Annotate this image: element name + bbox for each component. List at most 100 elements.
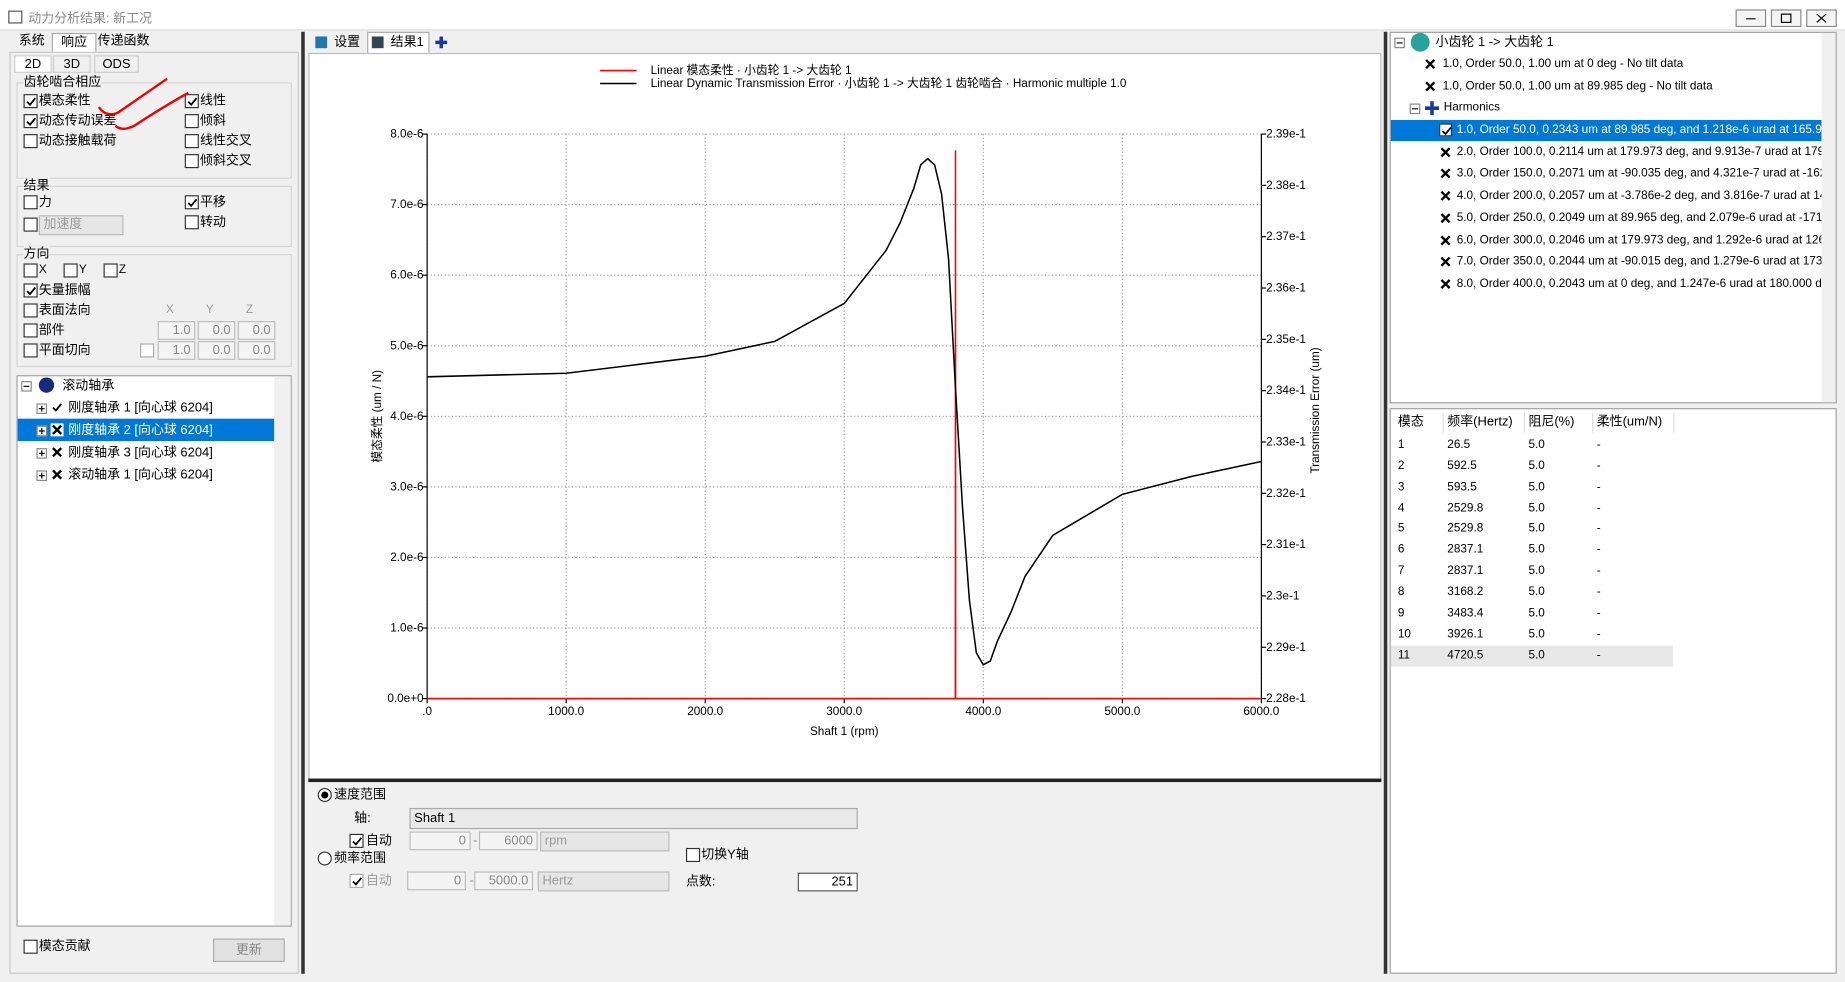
label: 频率范围 <box>334 851 386 866</box>
checkbox[interactable] <box>23 303 38 318</box>
label: 自动 <box>365 873 392 888</box>
chart-area <box>308 52 1382 780</box>
tab[interactable]: 系统 <box>18 34 45 49</box>
tree-expander[interactable] <box>1409 103 1421 115</box>
label: 切换Y轴 <box>701 847 749 863</box>
tree-expander[interactable] <box>36 470 48 482</box>
checkbox[interactable] <box>184 154 199 169</box>
radio-button[interactable] <box>317 851 332 866</box>
input-box[interactable]: 1.0 <box>157 341 196 360</box>
column-header: 柔性(um/N) <box>1596 415 1663 430</box>
checkbox[interactable] <box>63 263 78 278</box>
table-cell: - <box>1596 564 1601 578</box>
checkbox[interactable] <box>23 939 38 954</box>
label: 倾斜 <box>200 114 226 129</box>
dropdown[interactable]: rpm <box>540 831 670 852</box>
tree-expander[interactable] <box>36 425 48 437</box>
table-cell: - <box>1596 627 1601 641</box>
column-header: Y <box>205 303 214 317</box>
checkbox[interactable] <box>184 215 199 230</box>
tree-expander[interactable] <box>36 403 48 414</box>
maximize-button[interactable] <box>1770 9 1802 28</box>
column-divider <box>1442 412 1444 433</box>
checkbox[interactable] <box>349 873 364 888</box>
checkbox[interactable] <box>23 94 38 109</box>
subtab[interactable]: ODS <box>94 55 139 73</box>
table-cell: 4720.5 <box>1447 648 1484 662</box>
minimize-button[interactable] <box>1735 9 1767 28</box>
checkbox[interactable] <box>23 195 38 210</box>
right-tree-box <box>1389 31 1837 404</box>
checkbox[interactable] <box>184 134 199 149</box>
dropdown[interactable]: 加速度 <box>38 215 124 236</box>
table-cell: 5.0 <box>1528 522 1545 536</box>
checkbox[interactable] <box>23 283 38 298</box>
table-cell: 5.0 <box>1528 480 1545 494</box>
table-cell: - <box>1596 459 1601 473</box>
radio-button[interactable] <box>317 787 332 803</box>
input-box[interactable]: 1.0 <box>157 321 196 340</box>
input-box[interactable]: 251 <box>797 872 858 892</box>
checkbox[interactable] <box>184 94 199 109</box>
tree-node: 4.0, Order 200.0, 0.2057 um at -3.786e-2… <box>1456 189 1822 203</box>
selection-highlight <box>17 418 275 442</box>
input-box[interactable]: 0.0 <box>237 321 276 340</box>
tab[interactable]: 响应 <box>51 32 97 52</box>
checkbox[interactable] <box>23 217 38 232</box>
column-header: Z <box>245 303 254 317</box>
status-icon <box>1439 277 1452 290</box>
checkbox[interactable] <box>184 195 199 210</box>
label: X <box>38 263 47 277</box>
tree-node: 1.0, Order 50.0, 1.00 um at 89.985 deg -… <box>1442 79 1713 93</box>
input-box[interactable]: 0 <box>407 871 466 891</box>
status-icon[interactable] <box>1439 123 1452 137</box>
add-tab-button[interactable] <box>433 34 449 50</box>
checkbox[interactable] <box>685 847 701 863</box>
tree-node: 7.0, Order 350.0, 0.2044 um at -90.015 d… <box>1456 255 1822 269</box>
checkbox[interactable] <box>23 134 38 149</box>
tree-expander[interactable] <box>36 448 48 459</box>
checkbox[interactable] <box>23 114 38 129</box>
row-highlight <box>1390 645 1674 667</box>
table-cell: 10 <box>1397 627 1411 641</box>
scrollbar[interactable] <box>1821 32 1836 403</box>
label: 平面切向 <box>38 343 91 358</box>
tree-scrollbar[interactable] <box>274 376 291 926</box>
label: 平移 <box>200 195 226 210</box>
input-box[interactable]: 6000 <box>478 831 538 851</box>
tree-expander[interactable] <box>1394 37 1405 49</box>
input-box[interactable]: 0.0 <box>197 341 236 360</box>
tree-node: Harmonics <box>1443 101 1501 115</box>
input-box[interactable]: 0.0 <box>197 321 236 340</box>
dropdown[interactable]: Shaft 1 <box>409 807 858 830</box>
checkbox[interactable] <box>140 343 155 358</box>
label: - <box>469 873 474 888</box>
checkbox[interactable] <box>103 263 118 278</box>
table-cell: 1 <box>1397 438 1405 452</box>
checkbox[interactable] <box>184 114 199 129</box>
tree-node: 1.0, Order 50.0, 1.00 um at 0 deg - No t… <box>1442 57 1684 71</box>
tab[interactable]: 传递函数 <box>97 34 150 49</box>
input-box[interactable]: 0 <box>409 831 471 851</box>
input-box[interactable]: 5000.0 <box>474 871 534 891</box>
tree-expander[interactable] <box>21 381 32 392</box>
status-icon <box>1424 79 1437 92</box>
subtab[interactable]: 2D <box>14 55 52 73</box>
table-cell: 8 <box>1397 585 1405 599</box>
tree-node: 刚度轴承 1 [向心球 6204] <box>68 401 213 416</box>
checkbox[interactable] <box>23 263 38 278</box>
table-cell: 5.0 <box>1528 501 1545 515</box>
table-cell: 2837.1 <box>1447 543 1484 557</box>
close-button[interactable] <box>1806 9 1837 28</box>
checkbox[interactable] <box>23 323 38 338</box>
label: 动态传动误差 <box>38 114 117 129</box>
dropdown[interactable]: Hertz <box>537 871 670 892</box>
update-button[interactable]: 更新 <box>212 938 285 963</box>
column-divider <box>1523 412 1525 433</box>
table-cell: 5.0 <box>1528 438 1545 452</box>
input-box[interactable]: 0.0 <box>237 341 276 360</box>
status-icon <box>51 401 64 414</box>
checkbox[interactable] <box>23 343 38 358</box>
checkbox[interactable] <box>349 833 364 848</box>
subtab[interactable]: 3D <box>52 55 91 73</box>
